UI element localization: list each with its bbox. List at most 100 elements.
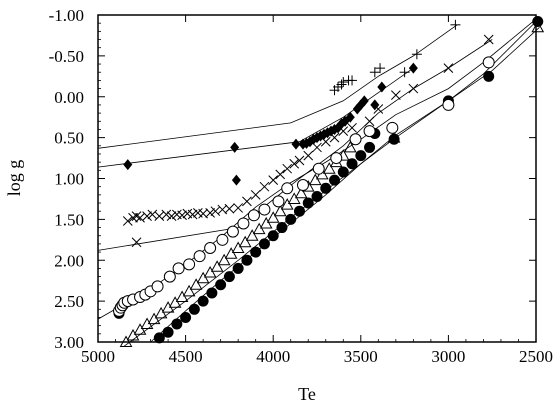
- data-point-plus: [336, 79, 347, 90]
- data-point-x: [364, 116, 375, 127]
- x-tick-label: 4500: [169, 347, 203, 366]
- data-point-triangle: [203, 265, 217, 278]
- data-point-circle-open: [247, 209, 260, 222]
- data-point-circle-open: [442, 98, 455, 111]
- data-point-triangle: [322, 162, 336, 174]
- data-point-x: [154, 211, 165, 221]
- y-tick-label: -1.00: [49, 6, 84, 25]
- data-point-circle-filled: [258, 238, 270, 250]
- data-point-x: [177, 210, 187, 221]
- data-point-triangle: [196, 271, 210, 284]
- data-point-x: [312, 142, 322, 153]
- data-point-triangle: [343, 140, 357, 153]
- data-point-x: [408, 83, 419, 94]
- data-point-circle-filled: [215, 279, 227, 291]
- data-point-circle-filled: [285, 213, 297, 225]
- data-point-x: [443, 63, 454, 73]
- data-point-circle-open: [237, 217, 250, 230]
- data-point-x: [347, 122, 357, 133]
- data-point-x: [135, 212, 145, 223]
- data-point-triangle: [308, 173, 322, 186]
- data-point-x: [294, 155, 305, 166]
- data-point-circle-open: [272, 195, 285, 208]
- data-point-circle-filled: [346, 158, 358, 170]
- series-line-diamond: [97, 67, 414, 168]
- data-point-triangle: [287, 192, 301, 204]
- data-point-triangle: [252, 222, 266, 235]
- x-tick-label: 3500: [344, 347, 378, 366]
- data-point-x: [303, 150, 314, 161]
- data-point-x: [205, 207, 215, 218]
- data-point-circle-filled: [293, 205, 305, 217]
- data-point-x: [142, 211, 152, 221]
- data-point-x: [161, 209, 172, 220]
- data-point-triangle: [175, 290, 189, 303]
- y-tick-label: 1.50: [54, 210, 84, 229]
- data-point-circle-filled: [232, 262, 244, 274]
- data-point-triangle: [147, 312, 161, 325]
- data-point-circle-filled: [162, 326, 174, 338]
- data-point-triangle: [126, 328, 140, 341]
- data-point-x: [289, 158, 300, 169]
- data-point-x: [483, 34, 494, 45]
- data-point-triangle: [245, 229, 259, 241]
- y-axis-label: log g: [4, 160, 24, 197]
- data-point-diamond: [231, 174, 241, 186]
- data-point-triangle: [189, 278, 203, 290]
- x-axis-label: Te: [298, 384, 316, 404]
- data-point-circle-filled: [320, 182, 332, 194]
- data-point-circle-filled: [206, 287, 218, 299]
- data-point-circle-filled: [311, 190, 323, 202]
- data-point-triangle: [210, 260, 224, 272]
- data-point-x: [166, 211, 177, 221]
- y-tick-label: 0.00: [54, 88, 84, 107]
- data-point-plus: [338, 77, 349, 88]
- data-point-x: [275, 169, 286, 180]
- data-point-circle-filled: [188, 303, 200, 315]
- data-point-triangle: [133, 323, 147, 335]
- data-point-x: [131, 211, 142, 221]
- series-line-triangle: [124, 27, 540, 347]
- data-point-x: [128, 212, 138, 223]
- data-point-circle-filled: [153, 332, 165, 344]
- data-point-triangle: [531, 20, 545, 33]
- data-point-x: [131, 237, 142, 248]
- data-point-circle-filled: [337, 166, 349, 178]
- y-tick-label: 2.00: [54, 251, 84, 270]
- data-point-circle-open: [296, 179, 309, 192]
- data-point-plus: [347, 75, 358, 86]
- data-point-circle-filled: [364, 141, 376, 153]
- data-point-diamond: [370, 99, 380, 111]
- data-point-triangle: [224, 247, 238, 259]
- y-tick-label: 3.00: [54, 333, 84, 352]
- data-point-circle-open: [216, 233, 229, 246]
- x-tick-label: 5000: [81, 347, 115, 366]
- data-point-circle-open: [281, 182, 294, 195]
- data-point-triangle: [119, 335, 133, 347]
- data-point-x: [187, 209, 198, 220]
- data-point-circle-filled: [197, 295, 209, 307]
- series-markers: [113, 16, 545, 347]
- x-tick-label: 2500: [519, 347, 553, 366]
- data-point-triangle: [259, 216, 273, 229]
- data-point-circle-filled: [355, 150, 367, 162]
- data-point-circle-open: [330, 152, 343, 165]
- data-point-circle-filled: [267, 230, 279, 242]
- series-line-x: [97, 39, 493, 251]
- data-point-circle-open: [183, 258, 196, 271]
- data-point-circle-open: [363, 125, 376, 138]
- data-point-plus: [399, 67, 410, 78]
- data-point-circle-open: [312, 162, 325, 175]
- data-point-triangle: [182, 284, 196, 297]
- data-point-circle-open: [226, 225, 239, 238]
- data-point-x: [122, 216, 133, 226]
- data-point-circle-filled: [302, 197, 314, 209]
- data-point-triangle: [231, 241, 245, 253]
- data-point-circle-open: [151, 280, 164, 293]
- data-point-circle-filled: [532, 16, 544, 28]
- data-point-circle-filled: [276, 222, 288, 234]
- data-point-x: [250, 189, 261, 200]
- data-point-x: [259, 181, 270, 192]
- data-point-diamond: [230, 141, 240, 153]
